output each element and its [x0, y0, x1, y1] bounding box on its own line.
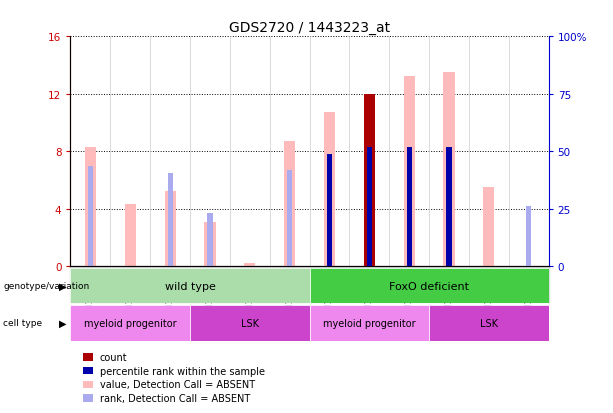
- Text: value, Detection Call = ABSENT: value, Detection Call = ABSENT: [100, 380, 255, 389]
- Bar: [429, 305, 549, 341]
- Bar: [406, 147, 412, 266]
- Bar: [190, 305, 310, 341]
- Bar: [310, 305, 429, 341]
- Bar: [244, 263, 256, 266]
- Bar: [70, 268, 310, 304]
- Title: GDS2720 / 1443223_at: GDS2720 / 1443223_at: [229, 21, 390, 35]
- Text: ▶: ▶: [59, 281, 67, 291]
- Bar: [443, 73, 455, 266]
- Bar: [164, 192, 176, 266]
- Bar: [526, 206, 531, 266]
- Bar: [364, 95, 375, 266]
- Text: ▶: ▶: [59, 318, 67, 328]
- Text: myeloid progenitor: myeloid progenitor: [84, 318, 177, 328]
- Text: rank, Detection Call = ABSENT: rank, Detection Call = ABSENT: [100, 393, 250, 403]
- Bar: [167, 173, 173, 266]
- Text: percentile rank within the sample: percentile rank within the sample: [100, 366, 265, 376]
- Bar: [124, 205, 136, 266]
- Bar: [324, 113, 335, 266]
- Bar: [310, 268, 549, 304]
- Bar: [204, 222, 216, 266]
- Text: count: count: [100, 352, 128, 362]
- Text: genotype/variation: genotype/variation: [3, 282, 89, 290]
- Bar: [446, 147, 452, 266]
- Bar: [287, 171, 292, 266]
- Bar: [284, 142, 295, 266]
- Bar: [70, 305, 190, 341]
- Text: FoxO deficient: FoxO deficient: [389, 281, 469, 291]
- Bar: [327, 154, 332, 266]
- Bar: [403, 77, 415, 266]
- Text: cell type: cell type: [3, 318, 42, 327]
- Text: LSK: LSK: [480, 318, 498, 328]
- Bar: [207, 214, 213, 266]
- Text: myeloid progenitor: myeloid progenitor: [323, 318, 416, 328]
- Bar: [70, 266, 549, 302]
- Text: LSK: LSK: [241, 318, 259, 328]
- Text: wild type: wild type: [165, 281, 215, 291]
- Bar: [483, 188, 495, 266]
- Bar: [85, 147, 96, 266]
- Bar: [367, 147, 372, 266]
- Bar: [88, 166, 93, 266]
